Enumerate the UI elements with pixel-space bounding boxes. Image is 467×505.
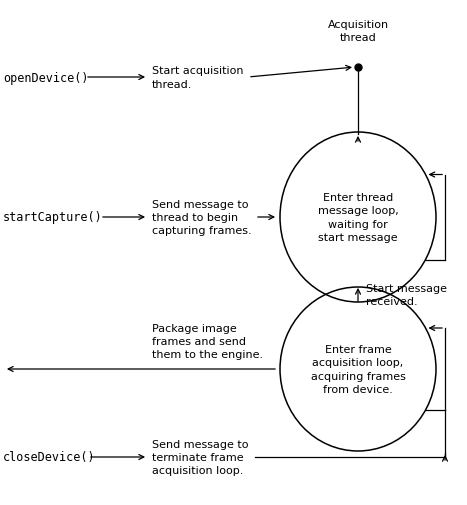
Text: Package image
frames and send
them to the engine.: Package image frames and send them to th…: [152, 323, 263, 360]
Text: closeDevice(): closeDevice(): [3, 450, 96, 464]
Text: Send message to
terminate frame
acquisition loop.: Send message to terminate frame acquisit…: [152, 439, 248, 475]
Text: startCapture(): startCapture(): [3, 211, 103, 224]
Text: Enter frame
acquisition loop,
acquiring frames
from device.: Enter frame acquisition loop, acquiring …: [311, 344, 405, 394]
Text: Start message
received.: Start message received.: [366, 283, 447, 307]
Text: openDevice(): openDevice(): [3, 71, 89, 84]
Text: Start acquisition
thread.: Start acquisition thread.: [152, 66, 243, 89]
Text: Acquisition
thread: Acquisition thread: [327, 20, 389, 43]
Text: Enter thread
message loop,
waiting for
start message: Enter thread message loop, waiting for s…: [318, 192, 398, 243]
Text: Send message to
thread to begin
capturing frames.: Send message to thread to begin capturin…: [152, 199, 252, 236]
